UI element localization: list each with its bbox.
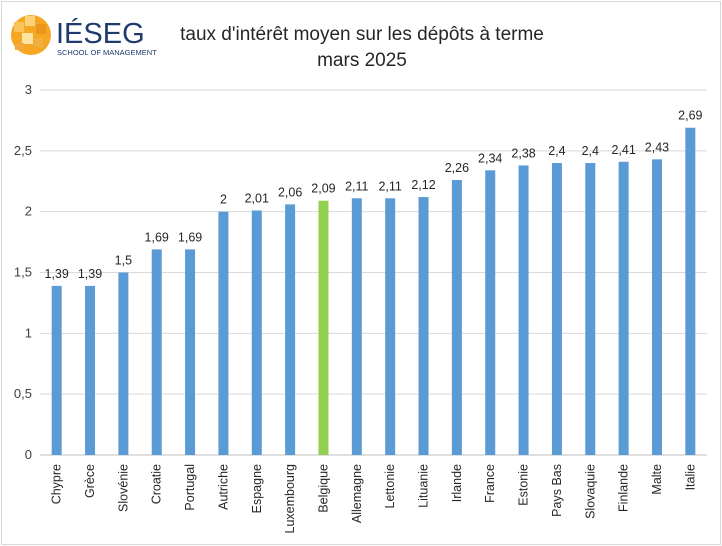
x-tick-label: Lituanie (417, 464, 431, 508)
x-tick-label: Finlande (617, 464, 631, 512)
data-label: 1,39 (45, 267, 69, 281)
data-label: 2,26 (445, 161, 469, 175)
bar (385, 198, 396, 456)
data-label: 1,69 (178, 230, 202, 244)
y-tick-label: 0 (25, 447, 32, 462)
bar (451, 180, 462, 456)
x-tick-label: Luxembourg (283, 464, 297, 534)
data-label: 2,41 (611, 143, 635, 157)
x-tick-label: Slovaquie (583, 464, 597, 519)
x-tick-label: Belgique (316, 464, 330, 513)
data-label: 1,39 (78, 267, 102, 281)
x-tick-label: Autriche (216, 464, 230, 510)
x-tick-label: Portugal (183, 464, 197, 511)
data-label: 2,4 (548, 144, 565, 158)
bar (251, 210, 262, 455)
x-tick-label: Grèce (83, 464, 97, 498)
data-label: 2,06 (278, 185, 302, 199)
bar (551, 163, 562, 455)
x-axis: Chypre Grèce Slovénie Croatie Portugal Autric… (50, 464, 698, 534)
bar (185, 249, 196, 455)
data-label: 2,01 (245, 191, 269, 205)
y-tick-label: 2 (25, 204, 32, 219)
data-label: 1,69 (145, 230, 169, 244)
x-tick-label: Slovénie (116, 464, 130, 512)
x-tick-label: Pays Bas (550, 464, 564, 517)
bar (51, 285, 62, 455)
data-label: 2 (220, 193, 227, 207)
data-label: 2,11 (378, 179, 401, 193)
data-label: 2,09 (311, 182, 335, 196)
bar (151, 249, 162, 455)
data-label: 2,11 (345, 179, 368, 193)
x-tick-label: Italie (683, 464, 697, 490)
bar (318, 200, 329, 455)
logo-brand: IÉSEG (56, 17, 145, 50)
x-tick-label: Allemagne (350, 464, 364, 523)
data-label: 1,5 (115, 254, 132, 268)
bar (585, 163, 596, 455)
data-label: 2,12 (411, 178, 435, 192)
y-tick-label: 1,5 (14, 265, 32, 280)
y-tick-label: 2,5 (14, 143, 32, 158)
bar (418, 197, 429, 456)
bar (618, 161, 629, 456)
gridlines (40, 89, 707, 456)
logo-tagline: SCHOOL OF MANAGEMENT (57, 48, 157, 57)
bar (218, 211, 229, 455)
y-tick-label: 3 (25, 82, 32, 97)
ieseg-logo: IÉSEG SCHOOL OF MANAGEMENT (11, 15, 157, 57)
data-label: 2,43 (645, 140, 669, 154)
x-tick-label: Irlande (450, 464, 464, 502)
chart-title: taux d'intérêt moyen sur les dépôts à te… (180, 24, 544, 45)
data-label: 2,4 (582, 144, 599, 158)
bar (351, 198, 362, 456)
logo-emblem-icon (11, 15, 51, 55)
data-label: 2,69 (678, 109, 702, 123)
x-tick-label: Croatie (150, 464, 164, 504)
y-tick-label: 0,5 (14, 386, 32, 401)
x-tick-label: Espagne (250, 464, 264, 513)
x-tick-label: Lettonie (383, 464, 397, 509)
x-tick-label: Chypre (50, 464, 64, 504)
x-tick-label: France (483, 464, 497, 503)
bar (518, 165, 529, 455)
data-label: 2,38 (511, 146, 535, 160)
bar (85, 285, 96, 455)
bar (118, 272, 129, 455)
data-label: 2,34 (478, 151, 502, 165)
y-axis: 0 0,5 1 1,5 2 2,5 3 (14, 82, 32, 462)
bars (51, 127, 696, 456)
y-tick-label: 1 (25, 325, 32, 340)
x-tick-label: Estonie (517, 464, 531, 506)
bar (651, 159, 662, 455)
bar (685, 127, 696, 455)
x-tick-label: Malte (650, 464, 664, 495)
chart-subtitle: mars 2025 (317, 50, 407, 71)
bar (285, 204, 296, 455)
data-labels: 1,39 1,39 1,5 1,69 1,69 2 2,01 2,06 2,09 2,11 2,11… (45, 109, 703, 281)
bar (485, 170, 496, 456)
